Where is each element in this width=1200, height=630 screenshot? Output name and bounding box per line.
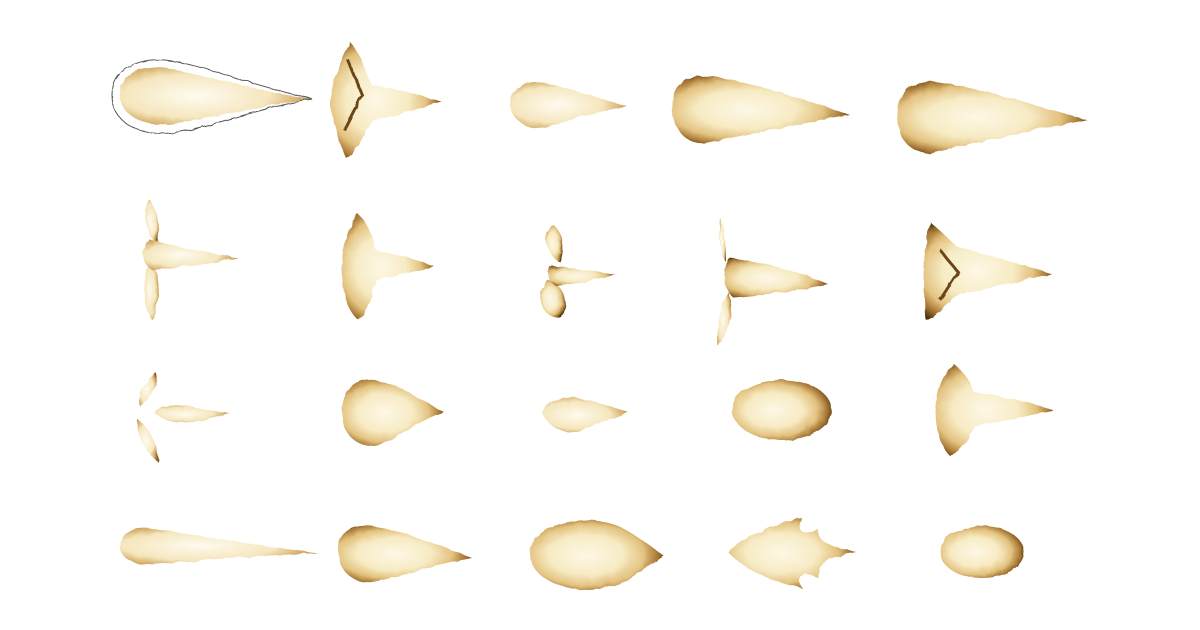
specimen-r1c5 bbox=[897, 81, 1088, 154]
specimen-r1c3 bbox=[510, 81, 628, 129]
specimen-r1c2 bbox=[330, 42, 442, 158]
specimen-r4c3 bbox=[530, 520, 664, 590]
specimen-r3c3 bbox=[542, 397, 628, 433]
specimen-r3c2 bbox=[342, 379, 444, 447]
specimen-r3c5 bbox=[936, 364, 1054, 456]
specimen-r2c1 bbox=[142, 200, 238, 320]
specimen-r4c5 bbox=[940, 526, 1024, 578]
specimen-r3c4 bbox=[732, 380, 832, 440]
specimen-r4c1 bbox=[120, 527, 318, 565]
specimen-r1c4 bbox=[672, 75, 850, 144]
specimen-r2c3 bbox=[539, 224, 615, 319]
specimen-r1c1 bbox=[111, 59, 313, 134]
specimen-r2c4 bbox=[717, 218, 828, 346]
specimen-r4c4 bbox=[728, 518, 856, 588]
specimen-r2c2 bbox=[342, 214, 434, 320]
specimen-r2c5 bbox=[924, 222, 1052, 320]
specimen-r4c2 bbox=[338, 525, 472, 583]
specimen-r3c1 bbox=[137, 372, 230, 462]
